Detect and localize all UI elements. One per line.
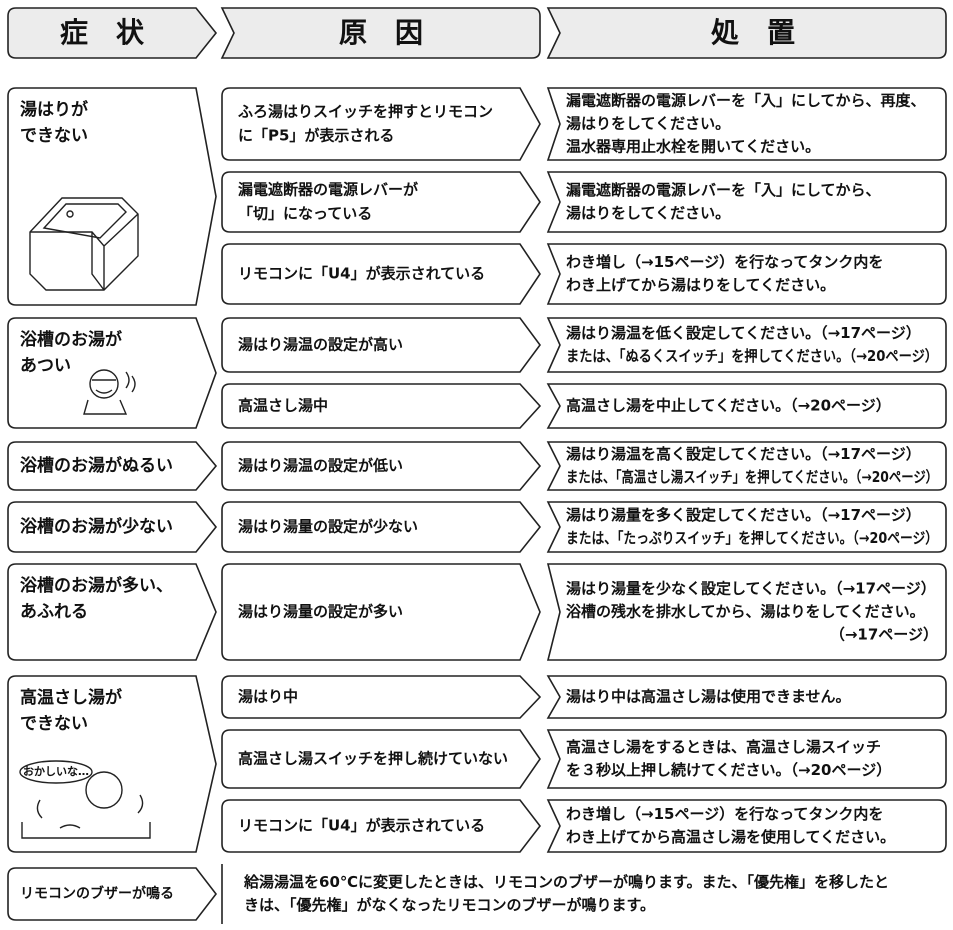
cause-box	[221, 441, 542, 491]
face-hot	[89, 369, 119, 399]
text-line: 高温さし湯が	[20, 687, 122, 708]
bathtub-edges	[30, 213, 139, 291]
text-line: あつい	[20, 356, 71, 376]
text-line: 浴槽の残水を排水してから、湯はりをしてください。	[566, 603, 925, 621]
symptom-box	[7, 87, 217, 306]
text-line: できない	[20, 714, 88, 734]
cause-box	[221, 317, 541, 373]
cause-box	[221, 675, 542, 719]
text-line: （→17ページ）	[830, 626, 938, 644]
text-line: 湯はり湯量を少なく設定してください。（→17ページ）	[566, 580, 936, 598]
text-line: 給湯湯温を60℃に変更したときは、リモコンのブザーが鳴ります。また、「優先権」を…	[243, 873, 889, 891]
text-line: 浴槽のお湯が多い、	[20, 575, 173, 596]
text-line: リモコンに「U4」が表示されている	[238, 817, 485, 835]
text-line: 湯はり中は高温さし湯は使用できません。	[566, 688, 851, 706]
text-line: きは、「優先権」がなくなったリモコンのブザーが鳴ります。	[244, 896, 655, 914]
text-line: わき増し（→15ページ）を行なってタンク内を	[566, 805, 883, 823]
remedy-box	[546, 501, 947, 553]
confused-person	[21, 794, 151, 839]
text-line: リモコンのブザーが鳴る	[20, 885, 174, 902]
text-line: 湯はり中	[238, 688, 298, 706]
illustration-text: おかしいな…	[23, 765, 89, 778]
text-line: リモコンに「U4」が表示されている	[238, 265, 485, 283]
text-line: 「切」になっている	[238, 205, 372, 223]
text-line: 浴槽のお湯が	[20, 329, 122, 350]
text-line: あふれる	[20, 602, 88, 622]
cause-box	[221, 87, 541, 161]
symptom-box	[7, 675, 217, 853]
bathtub-rim	[42, 203, 127, 239]
text-line: できない	[20, 126, 88, 146]
remedy-box	[546, 317, 947, 373]
cause-box	[221, 383, 542, 429]
remedy-box	[546, 563, 947, 661]
cause-box	[221, 563, 541, 661]
text-line: ふろ湯はりスイッチを押すとリモコン	[238, 103, 493, 121]
remedy-box	[546, 675, 947, 719]
speech-bubble	[19, 760, 93, 784]
text-line: 湯はりをしてください。	[566, 204, 730, 222]
remedy-box	[546, 87, 947, 161]
text-line: 湯はり湯温の設定が低い	[238, 457, 403, 475]
text-line: 湯はり湯温を高く設定してください。（→17ページ）	[566, 445, 921, 463]
text-line: わき上げてから高温さし湯を使用してください。	[566, 828, 895, 846]
symptom-box	[7, 867, 218, 921]
text-line: 湯はり湯量の設定が少ない	[238, 518, 418, 536]
text-line: 湯はり湯量の設定が多い	[238, 603, 403, 621]
text-line: 浴槽のお湯が少ない	[20, 516, 173, 537]
symptom-box	[7, 441, 218, 491]
text-line: 高温さし湯を中止してください。（→20ページ）	[566, 397, 891, 415]
text-line: 温水器専用止水栓を開いてください。	[566, 138, 820, 156]
text-line: または、「高温さし湯スイッチ」を押してください。（→20ページ）	[566, 468, 938, 486]
hot-person	[83, 371, 136, 415]
text-line: 湯はりをしてください。	[566, 115, 730, 133]
header-cause: 原 因	[339, 16, 423, 49]
symptom-box	[7, 563, 217, 661]
remedy-box	[546, 383, 947, 429]
bathtub-drain	[66, 210, 74, 218]
cause-box	[221, 501, 542, 553]
text-line: または、「ぬるくスイッチ」を押してください。（→20ページ）	[566, 347, 938, 365]
face-confused	[85, 771, 123, 809]
remedy-box	[546, 441, 947, 491]
header-remedy: 処 置	[711, 16, 795, 49]
text-line: に「P5」が表示される	[238, 127, 394, 145]
text-line: 漏電遮断器の電源レバーを「入」にしてから、再度、	[566, 92, 926, 110]
text-line: わき上げてから湯はりをしてください。	[566, 276, 835, 294]
text-line: 高温さし湯をするときは、高温さし湯スイッチ	[566, 738, 881, 756]
header-symptom-box	[7, 7, 218, 59]
cause-box	[221, 243, 541, 305]
remedy-box	[546, 799, 947, 853]
symptom-box	[7, 501, 218, 553]
remedy-box	[546, 243, 947, 305]
cause-box	[221, 171, 541, 233]
cause-box	[221, 729, 541, 789]
text-line: わき増し（→15ページ）を行なってタンク内を	[566, 253, 883, 271]
text-line: 高温さし湯中	[238, 397, 328, 415]
text-line: を３秒以上押し続けてください。（→20ページ）	[566, 761, 891, 779]
header-symptom: 症 状	[60, 16, 145, 49]
text-line: または、「たっぷりスイッチ」を押してください。（→20ページ）	[566, 529, 938, 547]
header-cause-box	[220, 7, 541, 59]
cause-box	[221, 799, 542, 853]
text-line: 漏電遮断器の電源レバーが	[238, 181, 419, 199]
remedy-box	[546, 171, 947, 233]
header-remedy-box	[546, 7, 947, 59]
text-line: 湯はり湯温を低く設定してください。（→17ページ）	[566, 324, 921, 342]
text-line: 高温さし湯スイッチを押し続けていない	[238, 750, 508, 768]
remedy-box	[546, 729, 947, 789]
bathtub-outline	[29, 197, 139, 291]
text-line: 漏電遮断器の電源レバーを「入」にしてから、	[566, 181, 881, 199]
text-line: 浴槽のお湯がぬるい	[20, 455, 173, 476]
text-line: 湯はり湯温の設定が高い	[238, 336, 403, 354]
text-line: 湯はりが	[20, 99, 88, 120]
text-line: 湯はり湯量を多く設定してください。（→17ページ）	[566, 506, 921, 524]
